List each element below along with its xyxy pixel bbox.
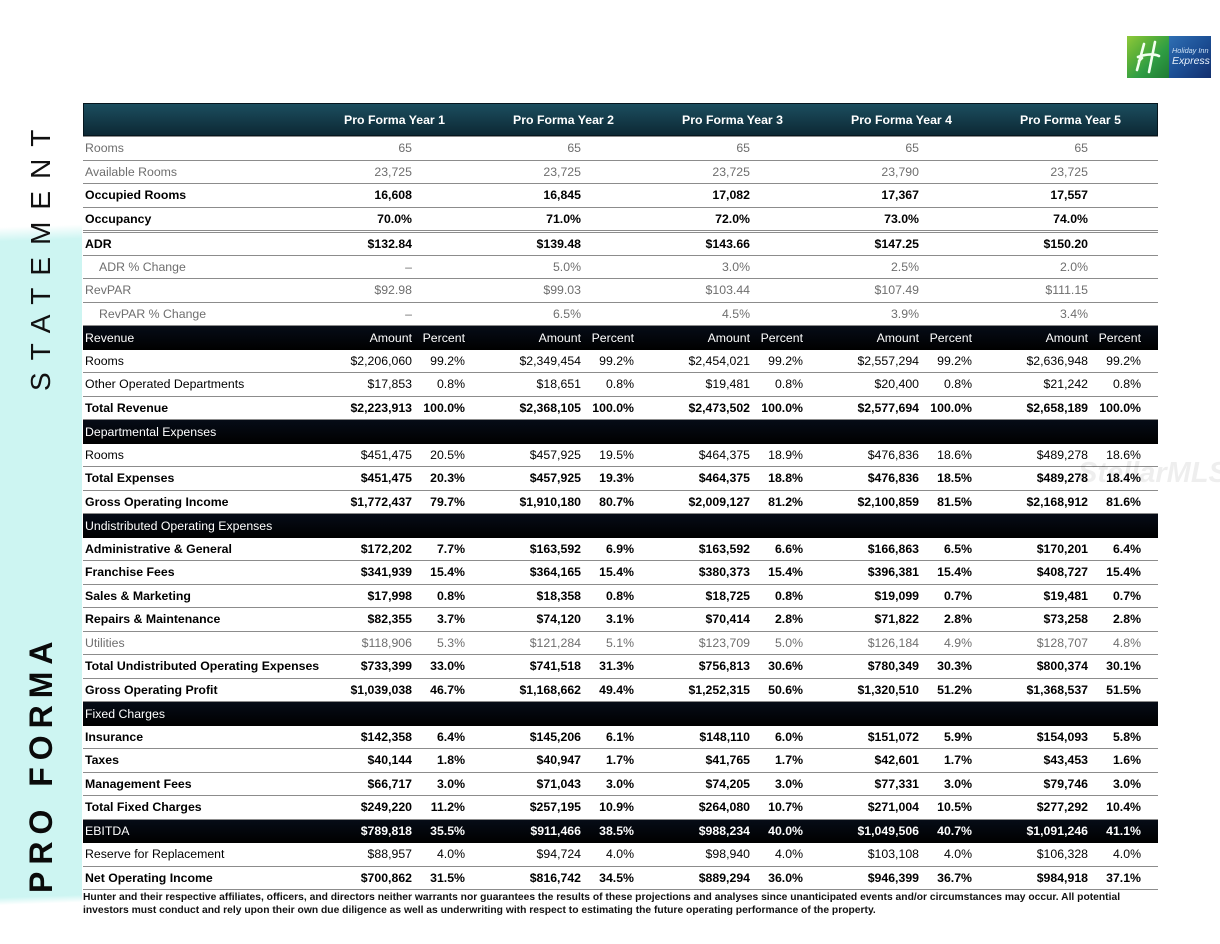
svg-text:Express: Express bbox=[1172, 55, 1211, 67]
svg-text:Holiday Inn: Holiday Inn bbox=[1172, 46, 1209, 55]
